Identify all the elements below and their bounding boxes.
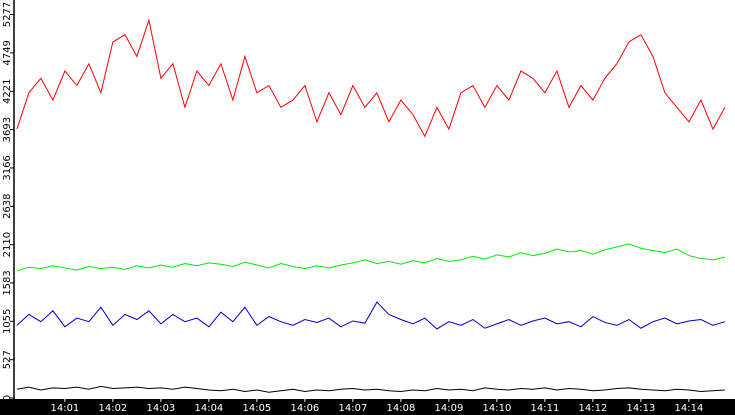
- x-tick-label: 14:06: [290, 403, 319, 414]
- y-tick-label: 3693: [2, 117, 13, 142]
- series-line: [16, 18, 726, 138]
- series-line: [16, 243, 726, 272]
- x-tick-label: 14:02: [98, 403, 127, 414]
- x-tick-label: 14:09: [434, 403, 463, 414]
- y-tick-label: 5277: [2, 2, 13, 27]
- y-tick-label: 2110: [2, 232, 13, 257]
- x-tick-label: 14:01: [50, 403, 79, 414]
- y-tick-label: 4221: [2, 79, 13, 104]
- x-tick-label: 14:04: [194, 403, 223, 414]
- x-tick-label: 14:13: [627, 403, 656, 414]
- y-tick-label: 3166: [2, 155, 13, 180]
- x-tick-label: 14:14: [675, 403, 704, 414]
- y-tick-label: 2638: [2, 194, 13, 219]
- x-tick-label: 14:08: [386, 403, 415, 414]
- y-tick-label: 0: [2, 395, 13, 401]
- y-tick-label: 527: [2, 350, 13, 369]
- x-tick-label: 14:10: [482, 403, 511, 414]
- series-line: [16, 301, 726, 330]
- y-tick-label: 4749: [2, 40, 13, 65]
- x-tick-label: 14:07: [338, 403, 367, 414]
- x-tick-label: 14:12: [578, 403, 607, 414]
- x-tick-label: 14:03: [146, 403, 175, 414]
- x-tick-label: 14:05: [242, 403, 271, 414]
- series-line: [16, 385, 725, 393]
- x-axis-band: [0, 399, 735, 415]
- y-tick-label: 1583: [2, 270, 13, 295]
- y-tick-label: 1055: [2, 309, 13, 334]
- x-tick-label: 14:11: [530, 403, 559, 414]
